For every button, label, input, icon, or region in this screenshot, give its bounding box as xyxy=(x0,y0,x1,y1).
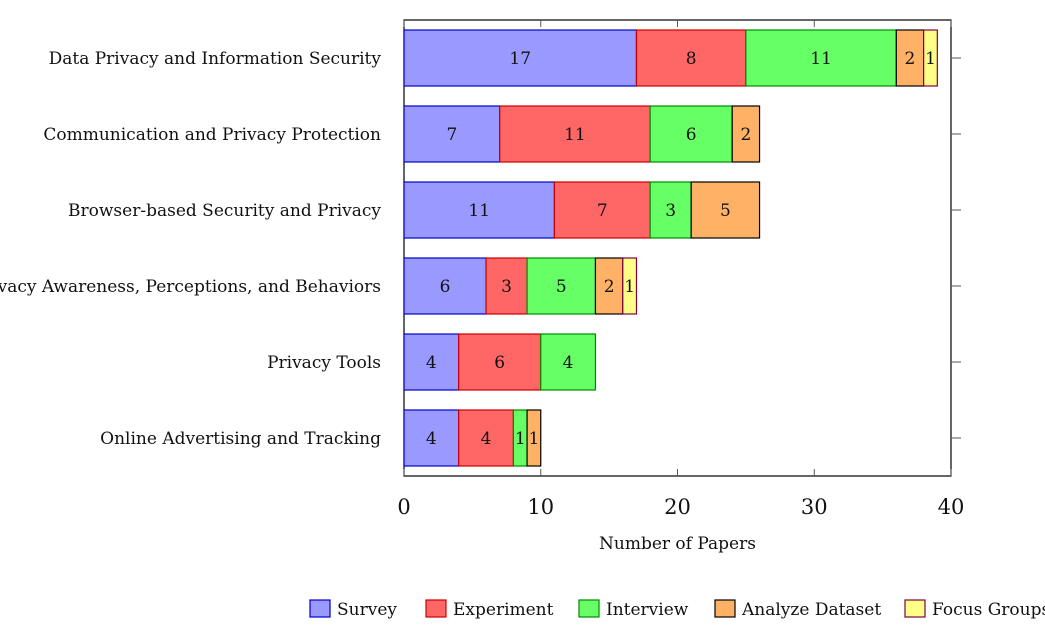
bar-segment xyxy=(403,257,487,315)
legend-swatch xyxy=(904,599,926,618)
bar-segment xyxy=(403,333,460,391)
bar-value-label: 17 xyxy=(509,49,531,69)
bar-segment xyxy=(485,257,528,315)
x-axis-title: Number of Papers xyxy=(599,534,756,554)
bar-value-label: 1 xyxy=(925,49,936,69)
bar-value-label: 2 xyxy=(740,125,751,145)
bar-value-label: 4 xyxy=(426,429,437,449)
bar-segment xyxy=(745,29,897,87)
bar-segment xyxy=(731,105,761,163)
bar-segment xyxy=(526,409,542,467)
x-tick-label: 30 xyxy=(801,495,828,519)
x-tick-label: 40 xyxy=(938,495,965,519)
x-tick-label: 10 xyxy=(527,495,554,519)
bar-segment xyxy=(458,409,515,467)
bar-value-label: 4 xyxy=(426,353,437,373)
bar-value-label: 2 xyxy=(604,277,615,297)
bar-segment xyxy=(594,257,624,315)
bar-value-label: 6 xyxy=(440,277,451,297)
bar-value-label: 1 xyxy=(528,429,539,449)
category-label: Privacy Awareness, Perceptions, and Beha… xyxy=(0,277,381,297)
category-label: Browser-based Security and Privacy xyxy=(68,201,381,221)
bar-segment xyxy=(622,257,638,315)
category-label: Communication and Privacy Protection xyxy=(43,125,381,145)
bar-value-label: 5 xyxy=(720,201,731,221)
x-tick-label: 20 xyxy=(664,495,691,519)
legend-label: Interview xyxy=(606,600,689,620)
bar-value-label: 5 xyxy=(556,277,567,297)
bar-segment xyxy=(540,333,597,391)
legend-swatch xyxy=(309,599,331,618)
bar-value-label: 4 xyxy=(563,353,574,373)
bar-value-label: 1 xyxy=(624,277,635,297)
bar-value-label: 3 xyxy=(501,277,512,297)
category-label: Online Advertising and Tracking xyxy=(100,429,381,449)
legend-label: Survey xyxy=(337,600,397,620)
bar-value-label: 4 xyxy=(481,429,492,449)
bar-segment xyxy=(649,181,692,239)
bar-segment xyxy=(499,105,651,163)
bar-segment xyxy=(403,409,460,467)
category-label: Data Privacy and Information Security xyxy=(49,49,382,69)
bar-segment xyxy=(526,257,597,315)
bar-value-label: 11 xyxy=(564,125,586,145)
bar-value-label: 8 xyxy=(686,49,697,69)
plot-frame xyxy=(403,19,952,477)
bar-value-label: 11 xyxy=(468,201,490,221)
bar-value-label: 11 xyxy=(810,49,832,69)
bar-value-label: 6 xyxy=(494,353,505,373)
bar-segment xyxy=(635,29,747,87)
legend-swatch xyxy=(578,599,600,618)
bar-segment xyxy=(649,105,733,163)
bar-value-label: 3 xyxy=(665,201,676,221)
bar-segment xyxy=(690,181,761,239)
bar-value-label: 2 xyxy=(905,49,916,69)
bar-value-label: 7 xyxy=(446,125,457,145)
bar-value-label: 6 xyxy=(686,125,697,145)
legend-swatch xyxy=(425,599,447,618)
bar-value-label: 7 xyxy=(597,201,608,221)
bar-segment xyxy=(923,29,938,87)
bar-segment xyxy=(895,29,925,87)
legend-label: Experiment xyxy=(453,600,554,620)
legend-label: Focus Groups xyxy=(932,600,1045,620)
x-tick-label: 0 xyxy=(397,495,410,519)
category-label: Privacy Tools xyxy=(267,353,381,373)
bar-segment xyxy=(553,181,651,239)
bar-segment xyxy=(403,181,556,239)
bar-value-label: 1 xyxy=(515,429,526,449)
bar-segment xyxy=(403,29,638,87)
legend-swatch xyxy=(714,599,736,618)
legend-label: Analyze Dataset xyxy=(741,600,881,620)
